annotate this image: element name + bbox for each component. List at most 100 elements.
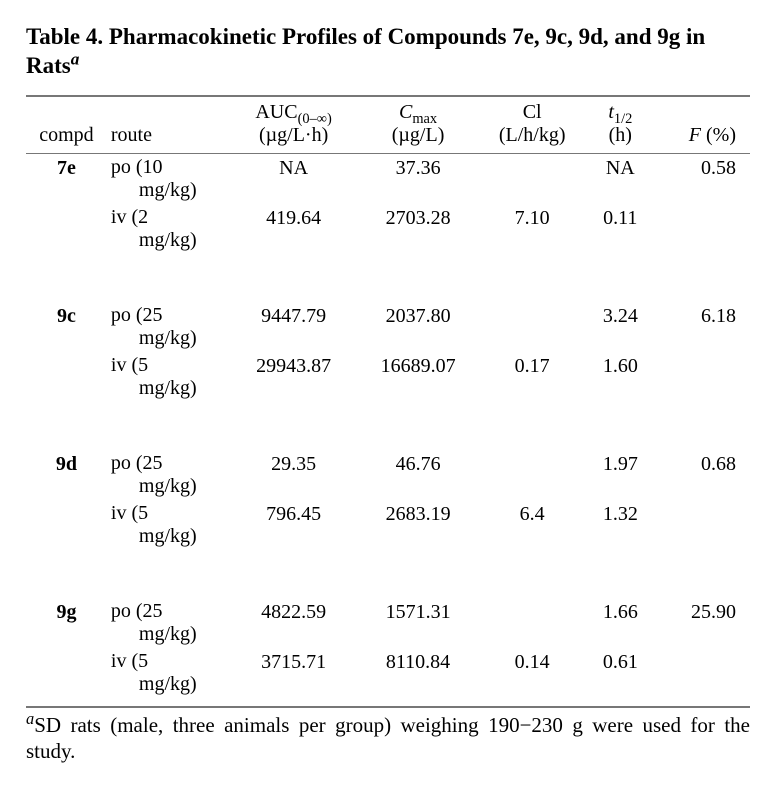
- cell-compd: [26, 648, 107, 707]
- route-dose: mg/kg): [111, 327, 231, 350]
- table-head: compd route AUC(0–∞) (µg/L·h) Cmax (µg/L…: [26, 96, 750, 154]
- cell-cmax: 1571.31: [356, 598, 480, 648]
- cell-compd: [26, 204, 107, 254]
- col-cl-unit: (L/h/kg): [480, 124, 584, 147]
- cell-auc: 4822.59: [231, 598, 355, 648]
- cell-auc: 796.45: [231, 500, 355, 550]
- cell-thalf: NA: [584, 153, 657, 204]
- group-gap: [26, 550, 750, 598]
- col-route: route: [107, 96, 231, 154]
- pk-table: compd route AUC(0–∞) (µg/L·h) Cmax (µg/L…: [26, 95, 750, 708]
- col-compd: compd: [26, 96, 107, 154]
- cell-auc: 29.35: [231, 450, 355, 500]
- col-auc-unit: (µg/L·h): [231, 124, 355, 147]
- title-text: Table 4. Pharmacokinetic Profiles of Com…: [26, 24, 705, 78]
- cell-auc: 419.64: [231, 204, 355, 254]
- table-body: 7epo (10mg/kg)NA37.36NA0.58iv (2mg/kg)41…: [26, 153, 750, 707]
- cell-auc: 3715.71: [231, 648, 355, 707]
- cell-cl: 7.10: [480, 204, 584, 254]
- cell-compd: 9g: [26, 598, 107, 648]
- col-cmax-label: Cmax: [399, 101, 437, 123]
- cell-cmax: 2683.19: [356, 500, 480, 550]
- cell-route: iv (5mg/kg): [107, 352, 231, 402]
- route-dose: mg/kg): [111, 475, 231, 498]
- gap-cell: [26, 550, 750, 598]
- route-dose: mg/kg): [111, 179, 231, 202]
- cell-cmax: 2703.28: [356, 204, 480, 254]
- route-main: po (25: [111, 600, 231, 623]
- cell-cl: 6.4: [480, 500, 584, 550]
- cell-thalf: 1.66: [584, 598, 657, 648]
- route-main: iv (5: [111, 650, 231, 673]
- cell-cl: [480, 598, 584, 648]
- f-text: F: [689, 124, 701, 146]
- cell-auc: 29943.87: [231, 352, 355, 402]
- col-cmax-unit: (µg/L): [356, 124, 480, 147]
- col-compd-label: compd: [39, 124, 93, 146]
- table-row: 9cpo (25mg/kg)9447.792037.803.246.18: [26, 302, 750, 352]
- cell-compd: 9c: [26, 302, 107, 352]
- table-row: 9gpo (25mg/kg)4822.591571.31 1.6625.90: [26, 598, 750, 648]
- table-row: iv (2mg/kg)419.642703.287.100.11: [26, 204, 750, 254]
- cell-compd: [26, 500, 107, 550]
- cell-compd: 7e: [26, 153, 107, 204]
- table-row: iv (5mg/kg)796.452683.196.41.32: [26, 500, 750, 550]
- cell-route: iv (5mg/kg): [107, 500, 231, 550]
- route-dose: mg/kg): [111, 377, 231, 400]
- cmax-text: C: [399, 101, 412, 123]
- gap-cell: [26, 254, 750, 302]
- cell-compd: 9d: [26, 450, 107, 500]
- col-cl: Cl (L/h/kg): [480, 96, 584, 154]
- footnote-text: SD rats (male, three animals per group) …: [26, 713, 750, 763]
- cell-route: po (25mg/kg): [107, 598, 231, 648]
- route-main: iv (2: [111, 206, 231, 229]
- route-dose: mg/kg): [111, 525, 231, 548]
- route-main: iv (5: [111, 502, 231, 525]
- cell-route: po (25mg/kg): [107, 302, 231, 352]
- cell-f: 6.18: [657, 302, 750, 352]
- cell-f: 0.68: [657, 450, 750, 500]
- route-main: po (10: [111, 156, 231, 179]
- cell-f: [657, 352, 750, 402]
- table-title: Table 4. Pharmacokinetic Profiles of Com…: [26, 22, 750, 81]
- cell-route: po (25mg/kg): [107, 450, 231, 500]
- cell-f: 25.90: [657, 598, 750, 648]
- f-unit: (%): [701, 124, 736, 146]
- table-row: 9dpo (25mg/kg)29.3546.761.970.68: [26, 450, 750, 500]
- cell-thalf: 0.11: [584, 204, 657, 254]
- col-f-label: F (%): [689, 124, 736, 146]
- cell-cmax: 46.76: [356, 450, 480, 500]
- route-dose: mg/kg): [111, 673, 231, 696]
- footnote-marker: a: [26, 709, 34, 728]
- table-row: iv (5mg/kg)3715.718110.840.140.61: [26, 648, 750, 707]
- auc-text: AUC: [255, 101, 297, 123]
- cell-thalf: 1.60: [584, 352, 657, 402]
- cell-f: [657, 500, 750, 550]
- cell-cmax: 37.36: [356, 153, 480, 204]
- cell-cmax: 2037.80: [356, 302, 480, 352]
- col-auc-label: AUC(0–∞): [255, 101, 331, 123]
- cell-cl: 0.17: [480, 352, 584, 402]
- col-f: F (%): [657, 96, 750, 154]
- cell-f: [657, 204, 750, 254]
- cell-cl: [480, 450, 584, 500]
- route-main: iv (5: [111, 354, 231, 377]
- cell-cl: [480, 302, 584, 352]
- route-main: po (25: [111, 304, 231, 327]
- cell-thalf: 1.32: [584, 500, 657, 550]
- cell-route: po (10mg/kg): [107, 153, 231, 204]
- col-route-label: route: [111, 124, 152, 146]
- cell-compd: [26, 352, 107, 402]
- cell-f: [657, 648, 750, 707]
- route-dose: mg/kg): [111, 229, 231, 252]
- cell-cmax: 8110.84: [356, 648, 480, 707]
- table-row: iv (5mg/kg)29943.8716689.070.171.60: [26, 352, 750, 402]
- col-cmax: Cmax (µg/L): [356, 96, 480, 154]
- cell-cmax: 16689.07: [356, 352, 480, 402]
- cell-auc: NA: [231, 153, 355, 204]
- cell-route: iv (5mg/kg): [107, 648, 231, 707]
- gap-cell: [26, 402, 750, 450]
- group-gap: [26, 254, 750, 302]
- table-footnote: aSD rats (male, three animals per group)…: [26, 712, 750, 765]
- cell-cl: 0.14: [480, 648, 584, 707]
